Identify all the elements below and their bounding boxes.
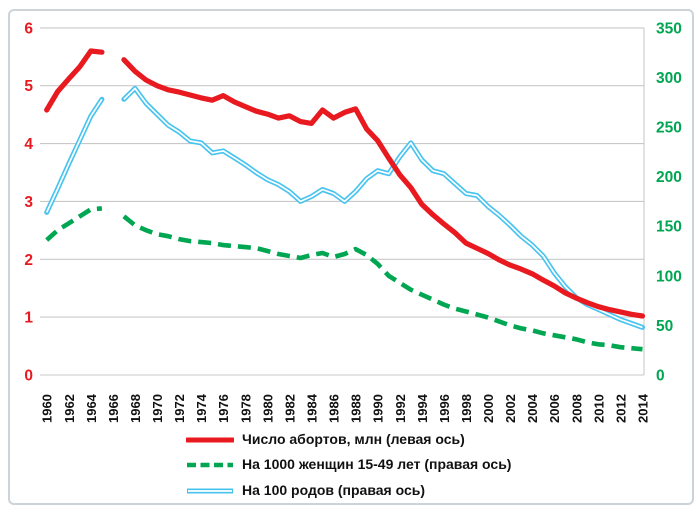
svg-text:3: 3 [24,194,33,211]
svg-text:1974: 1974 [194,393,209,423]
chart-legend: Число абортов, млн (левая ось) На 1000 ж… [186,427,511,504]
svg-text:1960: 1960 [40,394,55,423]
svg-text:250: 250 [656,120,682,137]
svg-text:300: 300 [656,70,682,87]
legend-label-abortions: Число абортов, млн (левая ось) [242,430,465,447]
svg-text:50: 50 [656,318,673,335]
svg-text:4: 4 [24,136,33,153]
svg-text:2010: 2010 [591,394,606,423]
svg-text:1964: 1964 [84,393,99,423]
svg-text:6: 6 [24,20,33,37]
legend-item-per-1000-women: На 1000 женщин 15-49 лет (правая ось) [186,453,511,479]
svg-text:350: 350 [656,20,682,37]
svg-text:1986: 1986 [327,394,342,423]
series-per-100-births-line-core [45,87,643,329]
svg-text:100: 100 [656,268,682,285]
svg-text:150: 150 [656,219,682,236]
svg-text:1966: 1966 [106,394,121,423]
svg-text:1988: 1988 [349,394,364,423]
left-axis-labels: 0 1 2 3 4 5 6 [24,20,33,384]
series-per-100-births-line [44,85,645,330]
svg-text:0: 0 [656,368,665,385]
svg-text:1970: 1970 [150,394,165,423]
series-abortions-mln-line [44,48,646,319]
svg-text:1984: 1984 [305,393,320,423]
svg-text:1978: 1978 [238,394,253,423]
chart-figure-frame [8,9,694,505]
x-axis-labels: 1960 1962 1964 1966 1968 1970 1972 1974 1976 1978… [40,393,651,423]
svg-text:200: 200 [656,169,682,186]
svg-text:1968: 1968 [128,394,143,423]
svg-text:1982: 1982 [282,394,297,423]
series-per-1000-women-line [45,206,643,352]
legend-green-dashed-line-icon [187,462,233,468]
svg-text:1992: 1992 [393,394,408,423]
legend-blue-line-icon [187,488,233,494]
svg-text:1996: 1996 [437,394,452,423]
svg-text:1994: 1994 [415,393,430,423]
svg-text:1962: 1962 [62,394,77,423]
legend-red-line-icon [186,437,234,443]
svg-text:5: 5 [24,78,33,95]
svg-text:2002: 2002 [503,394,518,423]
gridlines [40,27,644,376]
svg-text:2: 2 [24,252,33,269]
svg-text:1972: 1972 [172,394,187,423]
svg-text:2004: 2004 [525,393,540,423]
svg-text:1998: 1998 [459,394,474,423]
svg-text:2000: 2000 [481,394,496,423]
legend-label-per-1000-women: На 1000 женщин 15-49 лет (правая ось) [242,456,512,473]
svg-text:2014: 2014 [636,393,651,423]
svg-text:1976: 1976 [216,394,231,423]
svg-text:1990: 1990 [371,394,386,423]
legend-label-per-100-births: На 100 родов (правая ось) [242,481,426,498]
svg-text:2008: 2008 [569,394,584,423]
svg-text:1980: 1980 [260,394,275,423]
svg-text:1: 1 [24,310,33,327]
legend-item-per-100-births: На 100 родов (правая ось) [186,478,511,504]
svg-text:2006: 2006 [547,394,562,423]
svg-text:0: 0 [24,368,33,385]
svg-text:2012: 2012 [613,394,628,423]
legend-item-abortions: Число абортов, млн (левая ось) [186,427,511,453]
right-axis-labels: 0 50 100 150 200 250 300 350 [656,20,682,384]
